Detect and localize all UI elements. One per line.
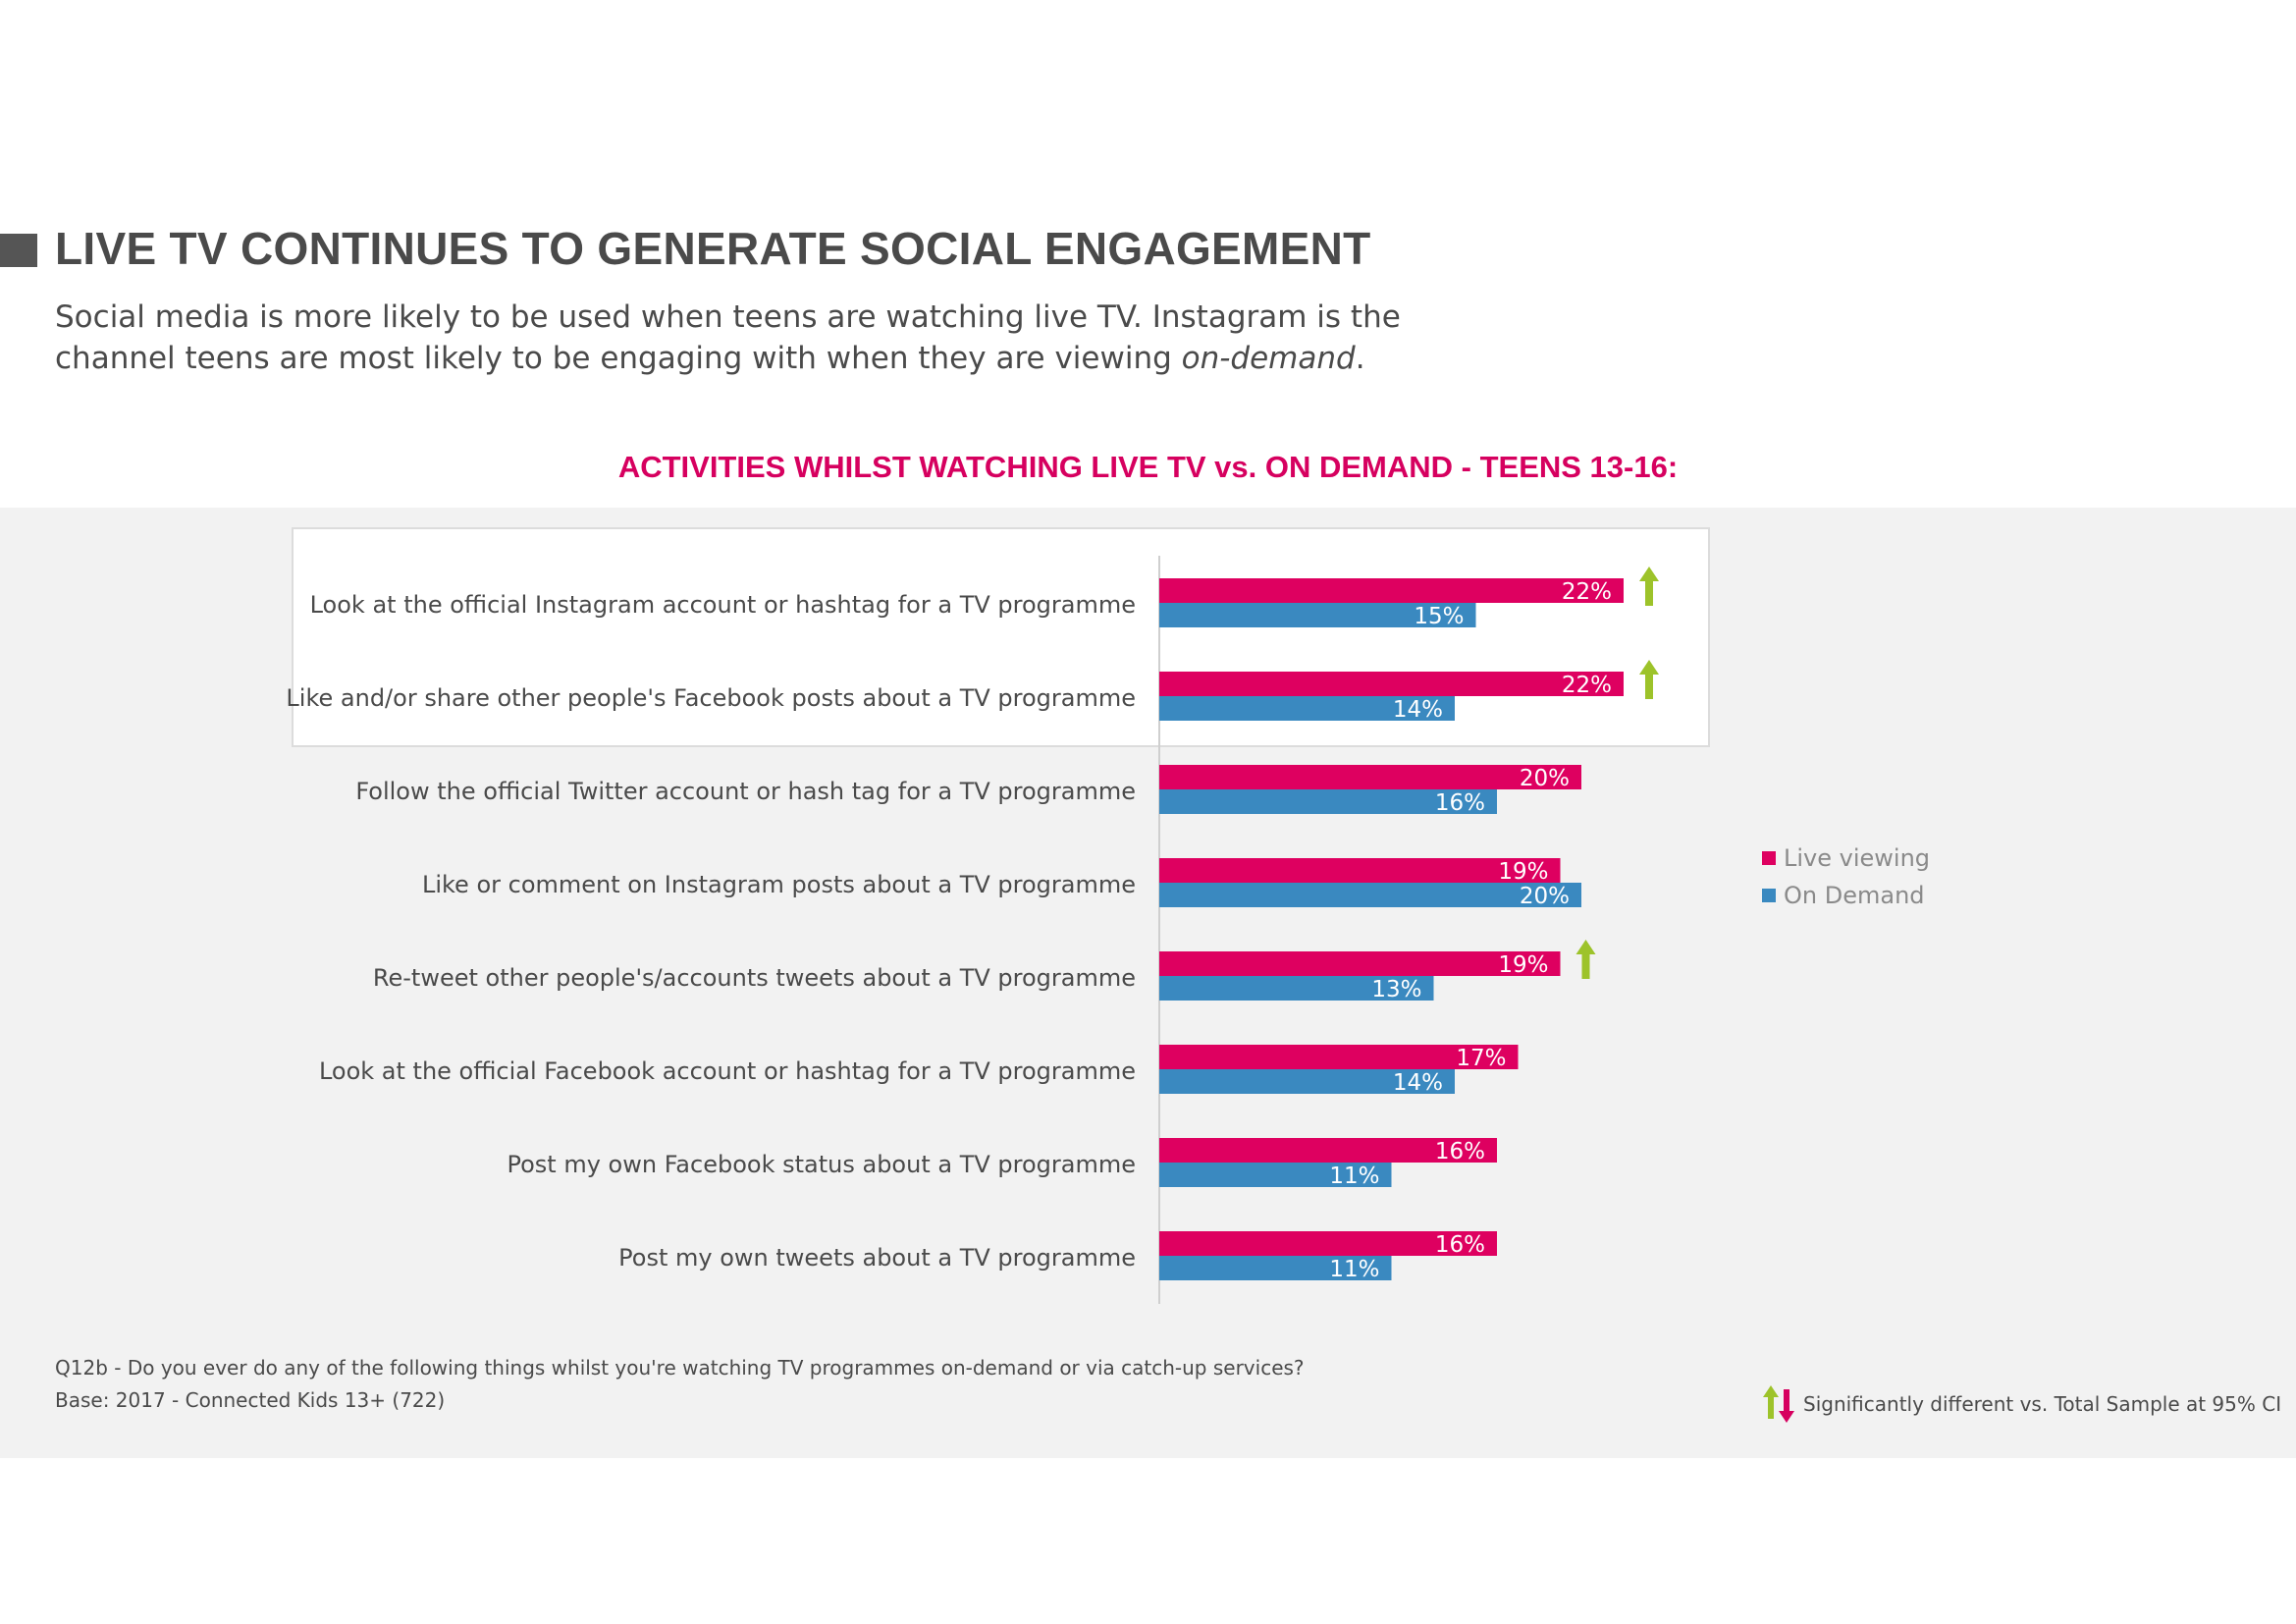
bar-live-viewing (1159, 1045, 1519, 1069)
data-label: 16% (1435, 1139, 1485, 1164)
category-label: Follow the official Twitter account or h… (355, 778, 1136, 805)
significance-note-text: Significantly different vs. Total Sample… (1803, 1392, 2282, 1416)
data-label: 20% (1520, 884, 1570, 909)
bar-on-demand (1159, 603, 1476, 627)
category-label: Look at the official Facebook account or… (319, 1057, 1136, 1085)
bar-on-demand (1159, 1069, 1455, 1094)
subtitle-line-2-suffix: . (1355, 341, 1365, 376)
data-label: 11% (1329, 1257, 1379, 1282)
subtitle-line-1: Social media is more likely to be used w… (55, 299, 1401, 335)
bar-on-demand (1159, 1256, 1392, 1280)
data-label: 17% (1456, 1046, 1506, 1071)
chart-title-text: ACTIVITIES WHILST WATCHING LIVE TV vs. O… (617, 450, 1679, 484)
bar-live-viewing (1159, 951, 1561, 976)
subtitle-line-2: channel teens are most likely to be enga… (55, 338, 1429, 379)
category-label: Like or comment on Instagram posts about… (422, 871, 1136, 898)
significance-note: Significantly different vs. Total Sample… (1762, 1385, 2281, 1423)
significant-up-arrow-icon (1575, 940, 1596, 979)
data-label: 16% (1435, 1232, 1485, 1258)
bar-on-demand (1159, 883, 1581, 907)
data-label: 22% (1562, 579, 1612, 605)
data-label: 13% (1371, 977, 1421, 1002)
category-label: Like and/or share other people's Faceboo… (286, 684, 1136, 712)
footnote-question: Q12b - Do you ever do any of the followi… (55, 1356, 1305, 1380)
significant-up-arrow-icon (1639, 567, 1659, 606)
category-label: Look at the official Instagram account o… (310, 591, 1136, 619)
legend-item-on-demand: On Demand (1762, 877, 1930, 914)
data-label: 19% (1498, 859, 1548, 885)
significant-up-arrow-icon (1639, 660, 1659, 699)
highlight-box (292, 527, 1710, 747)
bar-live-viewing (1159, 765, 1581, 789)
data-label: 16% (1435, 790, 1485, 816)
data-label: 14% (1393, 697, 1443, 723)
page-title: LIVE TV CONTINUES TO GENERATE SOCIAL ENG… (55, 223, 1371, 274)
category-label: Post my own tweets about a TV programme (618, 1244, 1136, 1272)
bar-live-viewing (1159, 858, 1561, 883)
bar-on-demand (1159, 696, 1455, 721)
data-label: 11% (1329, 1164, 1379, 1189)
category-label: Post my own Facebook status about a TV p… (507, 1151, 1137, 1178)
legend-swatch-on-demand (1762, 889, 1776, 902)
data-label: 19% (1498, 952, 1548, 978)
bar-on-demand (1159, 1163, 1392, 1187)
page-subtitle: Social media is more likely to be used w… (55, 297, 1429, 379)
bar-live-viewing (1159, 1138, 1497, 1163)
bar-live-viewing (1159, 578, 1624, 603)
legend-item-live: Live viewing (1762, 839, 1930, 877)
bar-live-viewing (1159, 1231, 1497, 1256)
bar-on-demand (1159, 789, 1497, 814)
legend-swatch-live (1762, 851, 1776, 865)
subtitle-emphasis: on-demand (1181, 341, 1356, 376)
category-label: Re-tweet other people's/accounts tweets … (373, 964, 1136, 992)
legend-label-live: Live viewing (1784, 844, 1931, 872)
chart-title: ACTIVITIES WHILST WATCHING LIVE TV vs. O… (0, 450, 2296, 485)
title-marker (0, 234, 37, 267)
significance-arrows-icon (1763, 1385, 1794, 1423)
bar-live-viewing (1159, 672, 1624, 696)
legend: Live viewing On Demand (1762, 839, 1930, 914)
bar-on-demand (1159, 976, 1434, 1001)
footnote-base: Base: 2017 - Connected Kids 13+ (722) (55, 1388, 446, 1412)
subtitle-line-2-prefix: channel teens are most likely to be enga… (55, 341, 1182, 376)
data-label: 14% (1393, 1070, 1443, 1096)
data-label: 20% (1520, 766, 1570, 791)
data-label: 15% (1414, 604, 1464, 629)
legend-label-on-demand: On Demand (1784, 882, 1925, 909)
data-label: 22% (1562, 673, 1612, 698)
